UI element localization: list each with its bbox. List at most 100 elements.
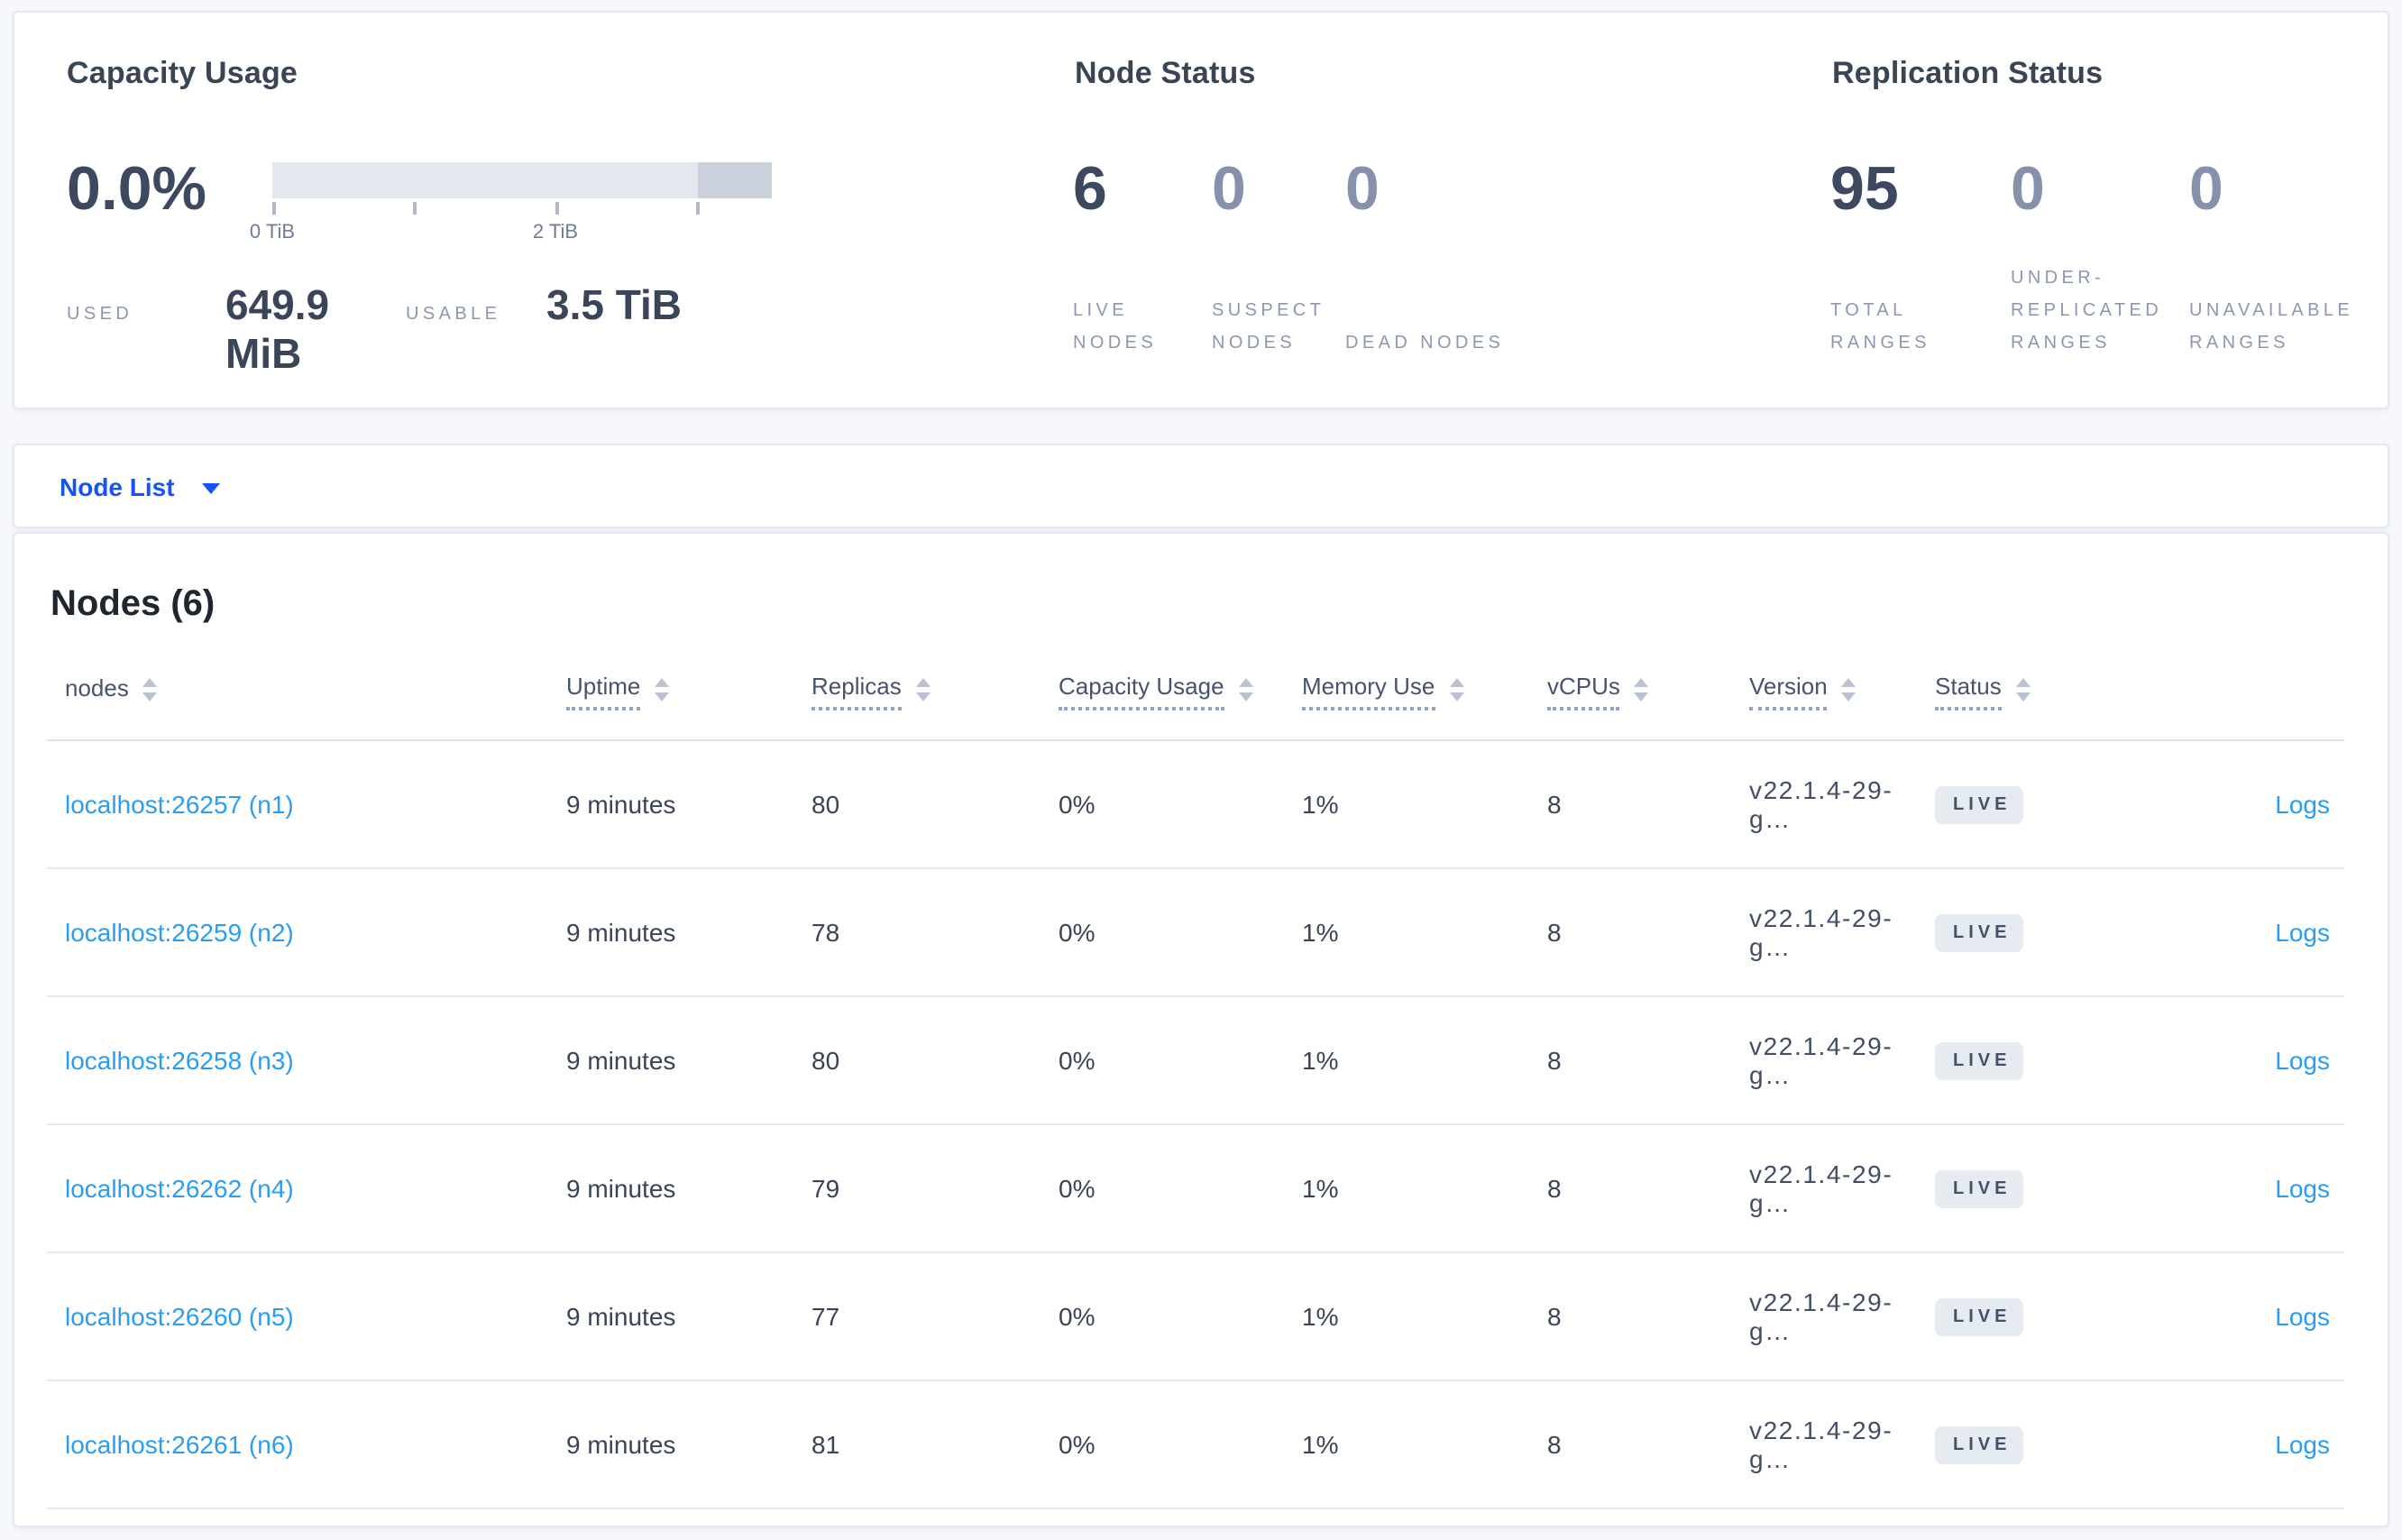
sort-icon [142,677,158,701]
table-row: localhost:26257 (n1) 9 minutes 80 0% 1% … [47,741,2344,869]
column-header-label: Status [1935,672,2002,710]
logs-link[interactable]: Logs [2275,1046,2330,1075]
version-cell: v22.1.4-29-g… [1749,1288,1893,1345]
node-status-title: Node Status [1075,56,1256,90]
logs-link[interactable]: Logs [2275,1430,2330,1459]
node-status-stats: 6 LIVE NODES 0 SUSPECT NODES 0 DEAD NODE… [1073,157,1508,361]
logs-link[interactable]: Logs [2275,918,2330,947]
node-link[interactable]: localhost:26259 (n2) [65,918,294,947]
table-row: localhost:26262 (n4) 9 minutes 79 0% 1% … [47,1125,2344,1253]
column-header-vcpus[interactable]: vCPUs [1529,672,1731,710]
column-header-memory-use[interactable]: Memory Use [1284,672,1529,710]
version-cell: v22.1.4-29-g… [1749,1160,1893,1217]
capacity-usage-cell: 0% [1059,1174,1096,1203]
column-header-label: Memory Use [1302,672,1435,710]
status-badge: LIVE [1935,1041,2024,1079]
capacity-usage-cell: 0% [1059,1046,1096,1075]
vcpus-cell: 8 [1547,1302,1562,1331]
total-ranges-value: 95 [1830,155,1899,224]
memory-use-cell: 1% [1302,790,1339,819]
sort-icon [1841,677,1857,701]
sort-icon [915,677,931,701]
nodes-table-card: Nodes (6) nodes Uptime Replicas Capacity… [13,532,2389,1527]
column-header-replicas[interactable]: Replicas [793,672,1041,710]
tick-label-0: 0 TiB [249,222,296,243]
memory-use-cell: 1% [1302,1302,1339,1331]
replicas-cell: 81 [811,1430,840,1459]
logs-link[interactable]: Logs [2275,790,2330,819]
capacity-usage-bar [272,162,772,198]
vcpus-cell: 8 [1547,1174,1562,1203]
logs-link[interactable]: Logs [2275,1302,2330,1331]
node-link[interactable]: localhost:26258 (n3) [65,1046,294,1075]
column-header-label: Uptime [566,672,641,710]
replicas-cell: 80 [811,1046,840,1075]
column-header-capacity-usage[interactable]: Capacity Usage [1041,672,1284,710]
replication-status-stats: 95 TOTAL RANGES 0 UNDER-REPLICATED RANGE… [1830,157,2380,361]
replication-status-title: Replication Status [1832,56,2104,90]
dead-nodes-stat: 0 DEAD NODES [1345,157,1508,361]
total-ranges-stat: 95 TOTAL RANGES [1830,157,2011,361]
table-row: localhost:26261 (n6) 9 minutes 81 0% 1% … [47,1381,2344,1509]
replicas-cell: 77 [811,1302,840,1331]
capacity-usage-cell: 0% [1059,1430,1096,1459]
node-link[interactable]: localhost:26260 (n5) [65,1302,294,1331]
suspect-nodes-value: 0 [1212,155,1246,224]
total-ranges-label: TOTAL RANGES [1830,301,1930,353]
node-link[interactable]: localhost:26257 (n1) [65,790,294,819]
version-cell: v22.1.4-29-g… [1749,1031,1893,1089]
live-nodes-label: LIVE NODES [1073,301,1158,353]
capacity-usage-cell: 0% [1059,918,1096,947]
column-header-label: nodes [65,674,129,701]
nodes-table: nodes Uptime Replicas Capacity Usage Mem… [47,642,2344,1509]
suspect-nodes-stat: 0 SUSPECT NODES [1212,157,1345,361]
tick-mark [413,202,416,215]
column-header-uptime[interactable]: Uptime [548,672,793,710]
node-status-section: Node Status 6 LIVE NODES 0 SUSPECT NODES… [1073,13,1668,408]
uptime-cell: 9 minutes [566,1174,676,1203]
dead-nodes-value: 0 [1345,155,1380,224]
replicas-cell: 79 [811,1174,840,1203]
unavailable-ranges-label: UNAVAILABLE RANGES [2189,301,2354,353]
memory-use-cell: 1% [1302,918,1339,947]
live-nodes-value: 6 [1073,155,1107,224]
status-badge: LIVE [1935,1425,2024,1463]
memory-use-cell: 1% [1302,1174,1339,1203]
tick-mark [696,202,699,215]
logs-link[interactable]: Logs [2275,1174,2330,1203]
capacity-percent-value: 0.0% [67,155,206,224]
nodes-heading: Nodes (6) [50,584,215,624]
capacity-usage-cell: 0% [1059,1302,1096,1331]
column-header-status[interactable]: Status [1917,672,2115,710]
memory-use-cell: 1% [1302,1430,1339,1459]
vcpus-cell: 8 [1547,1430,1562,1459]
usable-value: 3.5 TiB [546,281,682,328]
replicas-cell: 78 [811,918,840,947]
node-list-dropdown[interactable]: Node List [60,472,220,500]
node-link[interactable]: localhost:26261 (n6) [65,1430,294,1459]
chevron-down-icon [201,482,220,493]
node-link[interactable]: localhost:26262 (n4) [65,1174,294,1203]
column-header-version[interactable]: Version [1731,672,1917,710]
uptime-cell: 9 minutes [566,1046,676,1075]
node-list-dropdown-label: Node List [60,472,175,500]
table-row: localhost:26258 (n3) 9 minutes 80 0% 1% … [47,997,2344,1125]
unavailable-ranges-value: 0 [2189,155,2223,224]
under-replicated-ranges-value: 0 [2011,155,2045,224]
status-badge: LIVE [1935,1169,2024,1207]
sort-icon [1449,677,1464,701]
usable-label: USABLE [406,305,501,325]
column-header-nodes[interactable]: nodes [47,674,548,708]
capacity-bar-ticks [272,202,772,216]
uptime-cell: 9 minutes [566,1302,676,1331]
sort-icon [1238,677,1253,701]
sort-icon [2015,677,2031,701]
tick-mark [555,202,558,215]
tick-label-2: 2 TiB [532,222,579,243]
unavailable-ranges-stat: 0 UNAVAILABLE RANGES [2189,157,2380,361]
capacity-usage-section: Capacity Usage 0.0% 0 TiB 2 TiB USED 649… [65,13,858,408]
nodes-table-header-row: nodes Uptime Replicas Capacity Usage Mem… [47,642,2344,741]
used-value: 649.9 MiB [225,281,330,377]
column-header-label: Replicas [811,672,902,710]
